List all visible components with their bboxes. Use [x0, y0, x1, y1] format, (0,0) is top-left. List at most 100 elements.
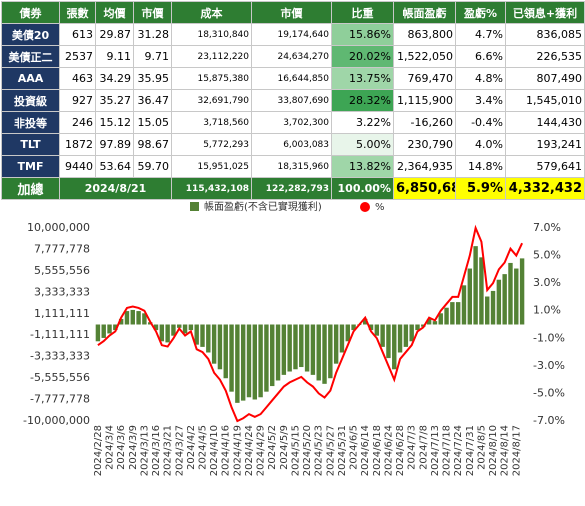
bar: [229, 324, 234, 392]
x-tick-label: 2024/6/28: [395, 425, 406, 476]
bar: [432, 321, 438, 325]
y2-tick-label: -7.0%: [533, 414, 565, 427]
bar: [206, 324, 211, 353]
bond-name: 美債正二: [1, 45, 60, 68]
cell: 1,522,050: [393, 45, 456, 68]
cell: 33,807,690: [251, 89, 332, 112]
bar: [351, 324, 356, 331]
cell: 9.71: [133, 45, 172, 68]
cell: 4.7%: [455, 23, 506, 46]
x-tick-label: 2024/3/13: [139, 425, 150, 476]
cell: 18,310,840: [171, 23, 252, 46]
cell: 98.67: [133, 133, 172, 156]
x-tick-label: 2024/4/5: [198, 425, 209, 470]
cell: 15,951,025: [171, 155, 252, 178]
bar: [310, 324, 316, 375]
header-cell: 市價: [133, 1, 172, 24]
total-row: 加總 2024/8/21 115,432,108 122,282,793 100.00%…: [1, 177, 585, 200]
bar: [95, 324, 101, 342]
cell: -16,260: [393, 111, 456, 134]
bar: [182, 324, 188, 334]
bar: [281, 324, 287, 375]
cell: 18,315,960: [251, 155, 332, 178]
total-cell: 100.00%: [331, 177, 394, 200]
x-tick-label: 2024/5/15: [290, 425, 301, 476]
cell: 29.87: [95, 23, 134, 46]
header-cell: 盈虧%: [455, 1, 506, 24]
x-tick-label: 2024/6/18: [372, 425, 383, 476]
x-tick-label: 2024/2/28: [93, 425, 104, 476]
x-tick-label: 2024/7/8: [418, 425, 429, 470]
x-tick-label: 2024/4/10: [209, 425, 220, 476]
x-tick-label: 2024/8/14: [500, 425, 511, 476]
line: [97, 224, 524, 423]
bar: [386, 324, 391, 359]
total-cell: 加總: [1, 177, 60, 200]
header-row: 債券 張數 均價 市價 成本 市價 比重 帳面盈虧 盈虧% 已領息+獲利: [1, 1, 585, 24]
bar: [194, 324, 199, 345]
cell: 193,241: [505, 133, 585, 156]
x-tick-label: 2024/7/18: [442, 425, 453, 476]
cell: 16,644,850: [251, 67, 332, 90]
bar: [322, 324, 327, 384]
bar: [380, 324, 385, 347]
data-row: TMF 9440 53.64 59.70 15,951,025 18,315,960 13.…: [1, 155, 585, 178]
y-tick-label: -3,333,333: [30, 350, 90, 363]
y-tick-label: 5,555,556: [34, 264, 90, 277]
bar: [107, 324, 112, 334]
bar: [188, 324, 194, 331]
bar: [264, 324, 269, 392]
bar: [362, 318, 368, 325]
bar: [235, 324, 240, 403]
bar: [415, 324, 420, 331]
cell: 2,364,935: [393, 155, 456, 178]
x-tick-label: 2024/3/4: [105, 425, 116, 470]
x-tick-label: 2024/4/24: [244, 425, 255, 476]
x-tick-label: 2024/6/24: [383, 425, 394, 476]
data-row: TLT 1872 97.89 98.67 5,772,293 6,003,083 5.00%…: [1, 133, 585, 156]
legend-swatch: [360, 202, 370, 212]
bar: [118, 318, 124, 325]
bar: [438, 313, 443, 325]
cell: 863,800: [393, 23, 456, 46]
cell: 9440: [59, 155, 96, 178]
header-cell: 債券: [1, 1, 60, 24]
x-tick-label: 2024/3/27: [174, 425, 185, 476]
total-cell: 115,432,108: [171, 177, 252, 200]
data-row: 投資級 927 35.27 36.47 32,691,790 33,807,690 28.3…: [1, 89, 585, 112]
bar: [258, 324, 263, 398]
bar: [496, 279, 502, 325]
header-cell: 張數: [59, 1, 96, 24]
bar: [217, 324, 223, 370]
cell: -0.4%: [455, 111, 506, 134]
y-tick-label: 10,000,000: [27, 221, 90, 234]
bar: [502, 274, 507, 325]
x-tick-label: 2024/4/2: [186, 425, 197, 470]
x-tick-label: 2024/8/5: [476, 425, 487, 470]
bar: [299, 324, 304, 368]
bond-name: 美債20: [1, 23, 60, 46]
bar: [479, 257, 484, 325]
cell: 24,634,270: [251, 45, 332, 68]
bar: [485, 296, 490, 325]
total-cell: 4,332,432: [505, 177, 585, 200]
x-tick-label: 2024/7/24: [453, 425, 464, 476]
x-tick-label: 2024/3/21: [163, 425, 174, 476]
legend-swatch: [190, 202, 199, 211]
bar: [455, 302, 461, 325]
x-tick-label: 2024/5/9: [279, 425, 290, 470]
bar: [409, 324, 414, 342]
cell: 6.6%: [455, 45, 506, 68]
x-tick-label: 2024/3/6: [116, 425, 127, 470]
bar: [113, 324, 118, 331]
x-tick-label: 2024/6/14: [360, 425, 371, 476]
cell: 1,115,900: [393, 89, 456, 112]
bond-name: AAA: [1, 67, 60, 90]
cell: 2537: [59, 45, 96, 68]
y-tick-label: -1,111,111: [30, 328, 90, 341]
header-cell: 市價: [251, 1, 332, 24]
cell: 13.75%: [331, 67, 394, 90]
cell: 15.05: [133, 111, 172, 134]
bar: [211, 324, 217, 364]
